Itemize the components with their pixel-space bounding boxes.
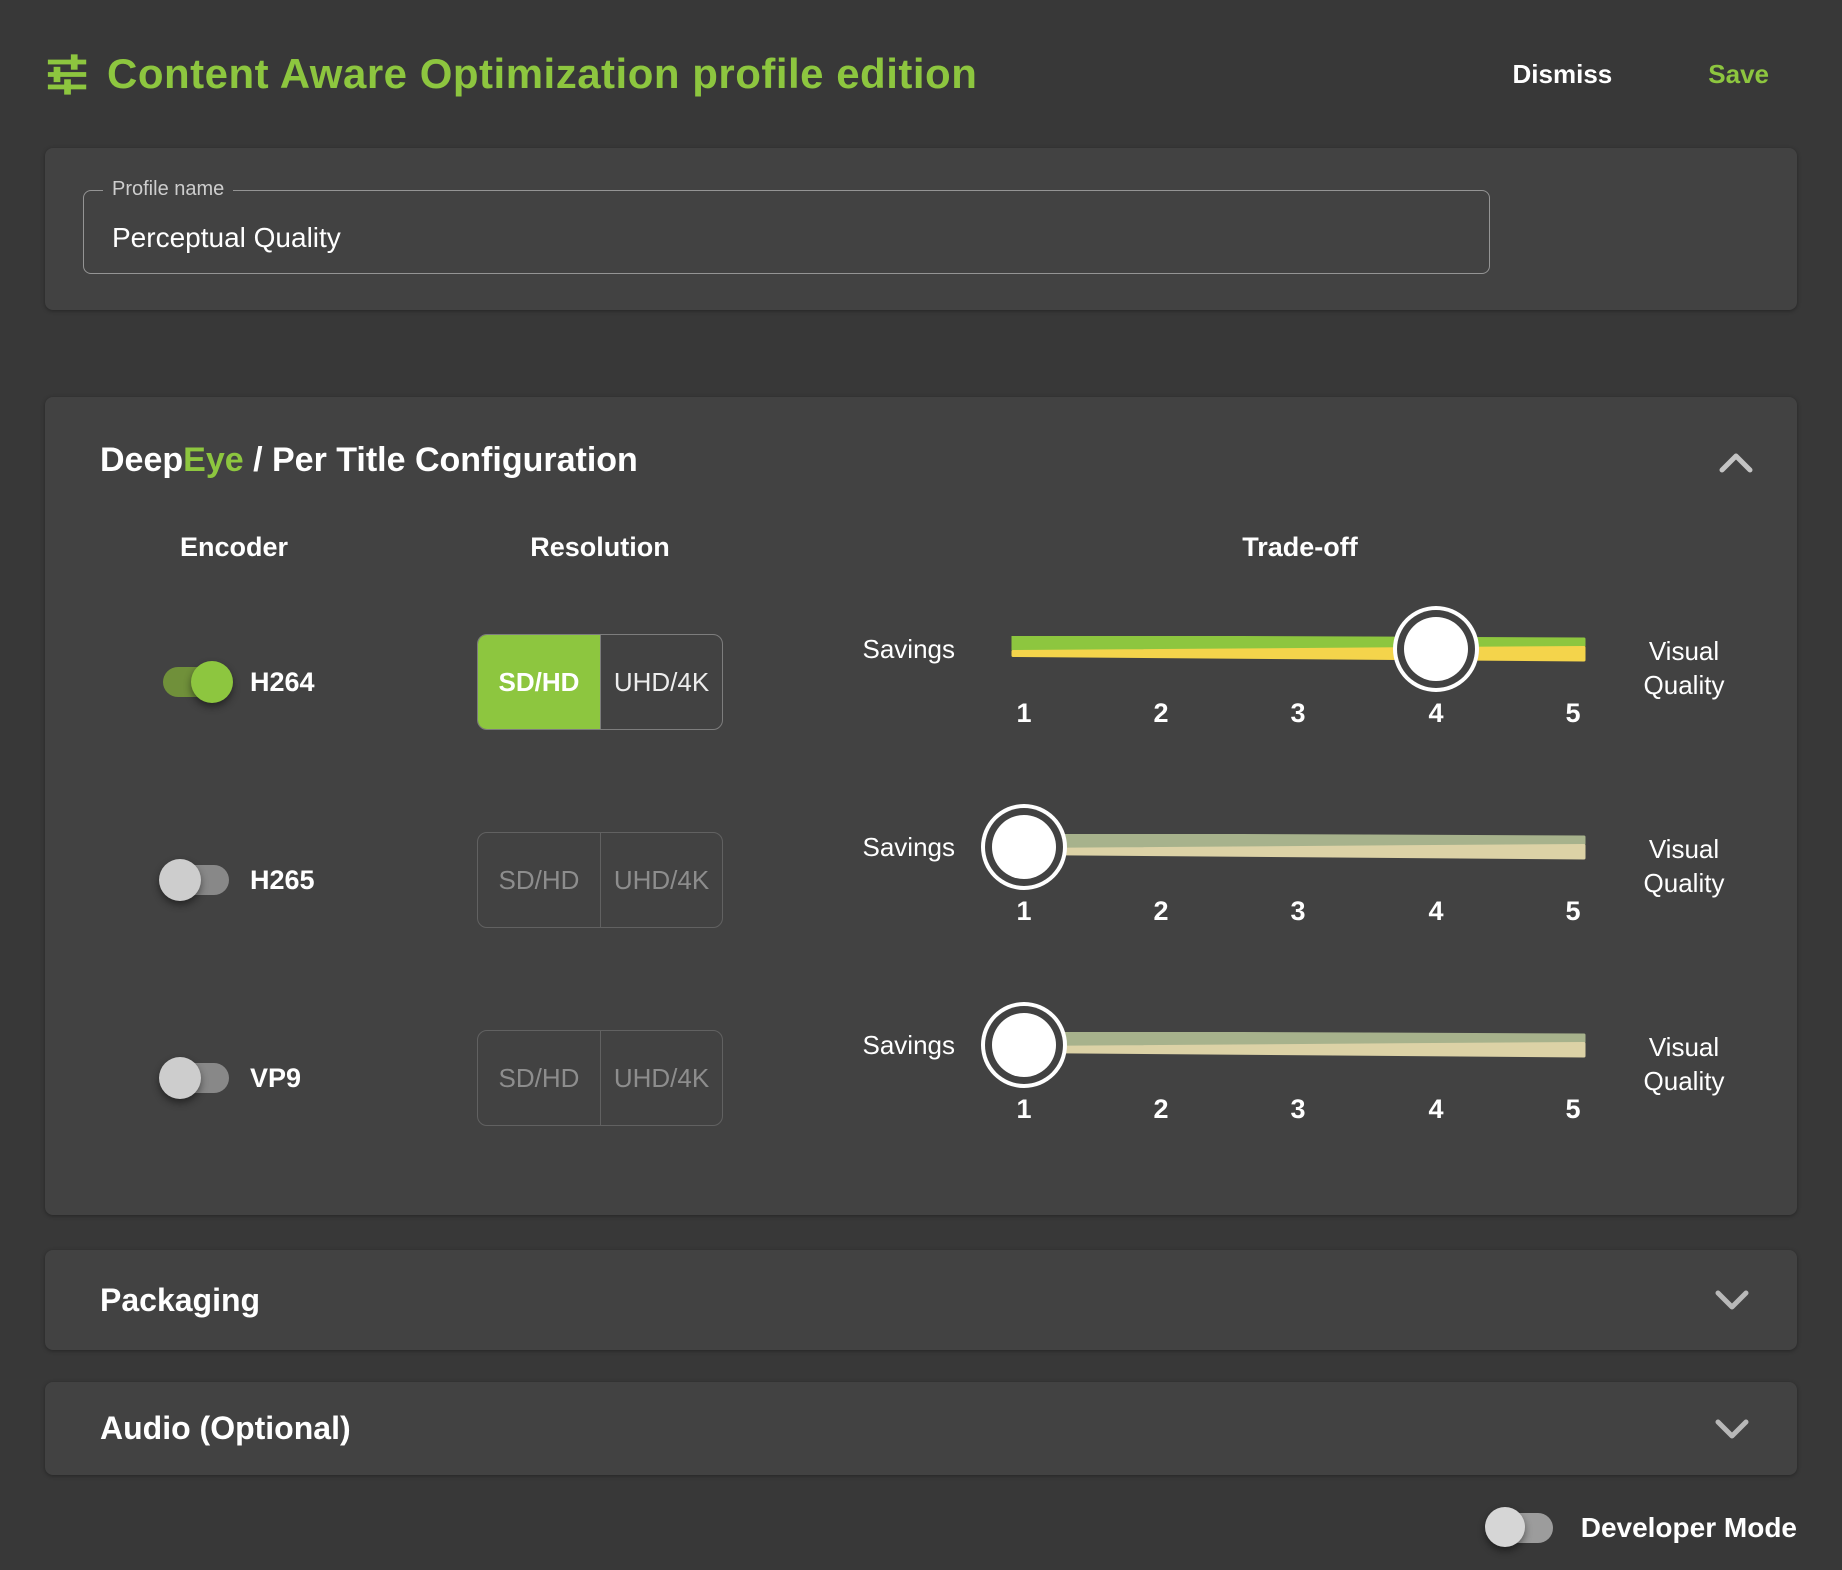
deepeye-section-title: DeepEye / Per Title Configuration [100, 438, 638, 482]
column-header-tradeoff: Trade-off [1242, 532, 1358, 562]
vp9-resolution-segmented: SD/HD UHD/4K [477, 1030, 723, 1126]
vp9-uhd4k-button[interactable]: UHD/4K [600, 1031, 722, 1125]
tick-3: 3 [1290, 1094, 1306, 1124]
page-title: Content Aware Optimization profile editi… [107, 50, 978, 97]
h264-tradeoff-slider[interactable]: 1 2 3 4 5 [1011, 582, 1586, 782]
tune-icon [47, 54, 87, 95]
audio-section: Audio (Optional) [45, 1382, 1797, 1475]
h265-toggle[interactable] [159, 859, 229, 901]
tradeoff-wedges [1011, 636, 1586, 662]
encoder-row-h264: H264 SD/HD UHD/4K Savings 1 2 3 4 5 Visu… [45, 582, 1797, 782]
developer-mode-label: Developer Mode [1580, 1512, 1797, 1543]
footer: Developer Mode [1484, 1498, 1797, 1558]
brand-deep: Deep [100, 441, 184, 479]
tick-4: 4 [1428, 896, 1444, 926]
h265-toggle-knob [159, 859, 201, 901]
profile-name-input[interactable] [83, 190, 1490, 274]
vp9-tradeoff-slider[interactable]: 1 2 3 4 5 [992, 978, 1586, 1178]
h265-uhd4k-button[interactable]: UHD/4K [600, 833, 722, 927]
brand-eye: Eye [183, 441, 244, 479]
deepeye-section: DeepEye / Per Title Configuration Encode… [45, 397, 1797, 1215]
savings-label: Savings [862, 832, 956, 862]
chevron-down-icon [1715, 1290, 1749, 1310]
savings-label: Savings [862, 634, 956, 664]
audio-title: Audio (Optional) [100, 1410, 351, 1446]
developer-mode-toggle[interactable] [1484, 1507, 1553, 1547]
vp9-toggle[interactable] [159, 1057, 229, 1099]
vp9-sdhd-button[interactable]: SD/HD [478, 1031, 600, 1125]
h264-slider-thumb[interactable] [1403, 617, 1468, 681]
h265-tradeoff-slider[interactable]: 1 2 3 4 5 [992, 780, 1586, 980]
tick-1: 1 [1016, 698, 1032, 728]
h264-uhd4k-button[interactable]: UHD/4K [600, 635, 722, 729]
tick-2: 2 [1153, 1094, 1169, 1124]
tick-5: 5 [1565, 698, 1581, 728]
encoder-label: H265 [250, 864, 315, 895]
tick-3: 3 [1290, 698, 1306, 728]
visual-quality-label: Visual Quality [1643, 1032, 1725, 1096]
header: Content Aware Optimization profile editi… [45, 38, 1797, 110]
dismiss-button[interactable]: Dismiss [1509, 51, 1617, 98]
encoder-label: VP9 [250, 1062, 302, 1093]
save-button[interactable]: Save [1704, 51, 1773, 98]
profile-card: Profile name [45, 148, 1797, 310]
h265-slider-thumb[interactable] [992, 815, 1056, 879]
column-header-resolution: Resolution [530, 532, 670, 562]
tick-1: 1 [1016, 896, 1032, 926]
deepeye-collapse-button[interactable] [1715, 447, 1757, 484]
tick-4: 4 [1428, 698, 1444, 728]
tick-3: 3 [1290, 896, 1306, 926]
h265-resolution-segmented: SD/HD UHD/4K [477, 832, 723, 928]
h264-sdhd-button[interactable]: SD/HD [478, 635, 600, 729]
developer-mode-toggle-knob [1484, 1507, 1525, 1547]
section-title-rest: / Per Title Configuration [243, 441, 638, 479]
tick-5: 5 [1565, 1094, 1581, 1124]
h265-sdhd-button[interactable]: SD/HD [478, 833, 600, 927]
h264-toggle[interactable] [163, 661, 233, 703]
packaging-title: Packaging [100, 1281, 261, 1318]
encoder-row-vp9: VP9 SD/HD UHD/4K Savings 1 2 3 4 5 Visua… [45, 978, 1797, 1178]
chevron-up-icon [1719, 453, 1753, 473]
audio-section-header[interactable]: Audio (Optional) [45, 1382, 1797, 1475]
visual-quality-label: Visual Quality [1643, 636, 1725, 700]
encoder-label: H264 [250, 666, 315, 697]
column-header-encoder: Encoder [179, 532, 289, 562]
packaging-section-header[interactable]: Packaging [45, 1250, 1797, 1350]
tick-1: 1 [1016, 1094, 1032, 1124]
tick-2: 2 [1153, 698, 1169, 728]
h264-resolution-segmented: SD/HD UHD/4K [477, 634, 723, 730]
tradeoff-wedges [1011, 834, 1586, 860]
packaging-section: Packaging [45, 1250, 1797, 1350]
profile-name-label: Profile name [103, 177, 234, 201]
savings-label: Savings [862, 1030, 956, 1060]
encoder-row-h265: H265 SD/HD UHD/4K Savings 1 2 3 4 5 Visu… [45, 780, 1797, 980]
profile-name-field-wrap: Profile name [83, 177, 1490, 274]
vp9-toggle-knob [159, 1057, 201, 1099]
chevron-down-icon [1715, 1419, 1749, 1438]
tradeoff-wedges [1011, 1032, 1586, 1058]
tick-4: 4 [1428, 1094, 1444, 1124]
h264-toggle-knob [191, 661, 233, 703]
tick-5: 5 [1565, 896, 1581, 926]
visual-quality-label: Visual Quality [1643, 834, 1725, 898]
vp9-slider-thumb[interactable] [992, 1013, 1056, 1077]
tick-2: 2 [1153, 896, 1169, 926]
